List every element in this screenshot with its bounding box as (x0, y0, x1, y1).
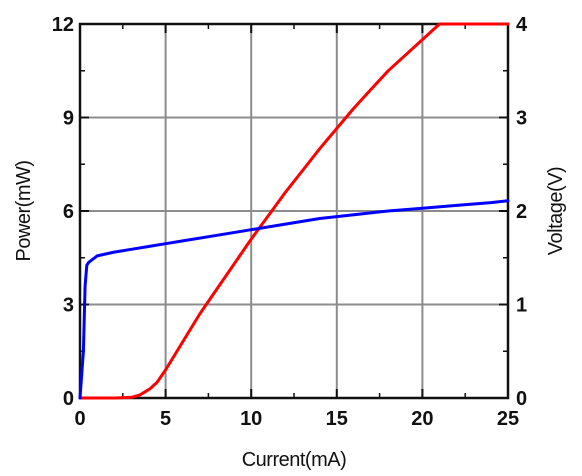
left-y-tick-label: 9 (63, 108, 74, 130)
grid-lines (80, 24, 508, 398)
x-tick-label: 0 (74, 408, 85, 430)
x-tick-label: 15 (326, 408, 348, 430)
series-layer (78, 22, 510, 400)
x-tick-label: 10 (240, 408, 262, 430)
x-axis-title: Current(mA) (242, 449, 347, 471)
power-series-line (78, 22, 510, 400)
left-y-tick-label: 12 (52, 14, 74, 36)
right-y-tick-label: 3 (516, 108, 527, 130)
x-tick-label: 5 (160, 408, 171, 430)
x-tick-label: 25 (497, 408, 519, 430)
left-y-tick-label: 6 (63, 201, 74, 223)
right-y-tick-label: 2 (516, 201, 527, 223)
voltage-series-line (78, 199, 510, 400)
right-y-axis-title: Voltage(V) (545, 167, 567, 255)
right-y-tick-label: 0 (516, 388, 527, 410)
left-y-tick-label: 3 (63, 295, 74, 317)
right-y-tick-label: 4 (516, 14, 528, 36)
left-y-axis-title: Power(mW) (13, 160, 35, 261)
right-y-tick-label: 1 (516, 295, 527, 317)
left-y-tick-label: 0 (63, 388, 74, 410)
x-tick-label: 20 (411, 408, 433, 430)
